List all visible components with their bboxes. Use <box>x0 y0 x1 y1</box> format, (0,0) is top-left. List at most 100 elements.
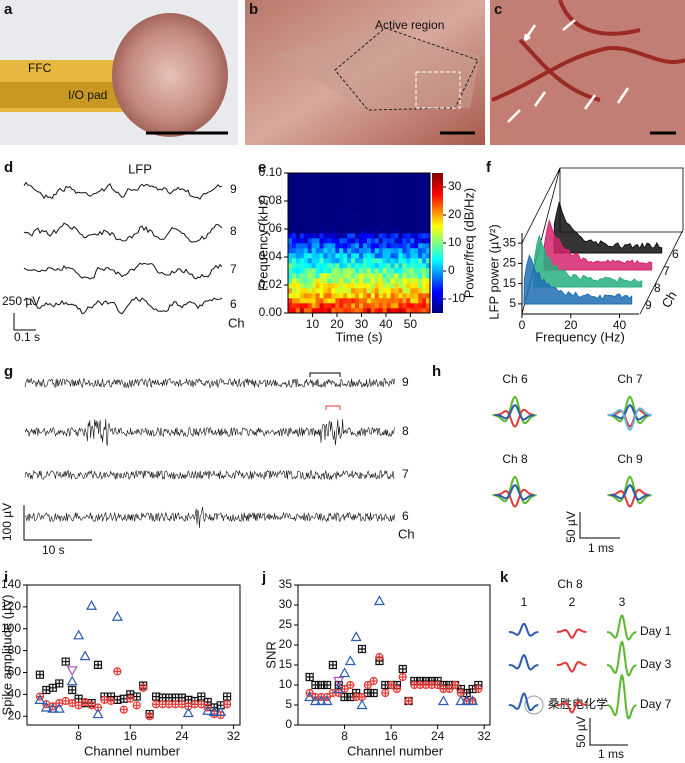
scale-label: 50 µV <box>564 511 578 543</box>
point <box>398 672 407 682</box>
spectrogram-cell <box>311 258 316 264</box>
y-tick-label: 0.02 <box>259 277 283 291</box>
spectrogram-cell <box>414 183 419 189</box>
channel-label: 8 <box>230 224 237 238</box>
spectrogram-cell <box>382 173 387 179</box>
spectrogram-cell <box>370 218 376 224</box>
spectrogram-cell <box>378 273 383 279</box>
spectrogram-cell <box>319 263 324 269</box>
spectrogram-cell <box>362 293 368 299</box>
spectrogram-cell <box>366 288 372 294</box>
spectrogram-cell <box>394 218 399 224</box>
spectrogram-cell <box>323 273 328 279</box>
spectrogram-cell <box>299 208 305 214</box>
spectrogram-cell <box>359 238 364 244</box>
spectrogram-cell <box>291 228 297 234</box>
spectrogram-cell <box>418 218 423 224</box>
point <box>333 676 345 687</box>
spectrogram-cell <box>394 243 399 249</box>
spectrogram-cell <box>386 273 391 279</box>
panel-title: Ch 6 <box>502 372 528 386</box>
spectrogram-cell <box>422 173 427 179</box>
spectrogram-cell <box>323 298 328 304</box>
spectrogram-cell <box>299 233 305 239</box>
spectrogram-cell <box>323 263 328 269</box>
point <box>48 683 57 692</box>
y-tick-label: 0.08 <box>259 193 283 207</box>
spectrogram-cell <box>315 208 320 214</box>
spectrogram-cell <box>410 298 415 304</box>
scale-bar <box>589 718 628 746</box>
spectrogram-cell <box>422 198 427 204</box>
spectrogram-cell <box>339 178 344 184</box>
label: I/O pad <box>68 88 107 102</box>
waveform <box>607 395 652 425</box>
spectrogram-cell <box>315 288 320 294</box>
spectrogram-cell <box>422 233 427 239</box>
spectrogram-cell <box>370 248 376 254</box>
point <box>197 700 206 709</box>
spectrogram-cell <box>339 283 344 289</box>
panel-label: e <box>258 159 266 176</box>
spectrogram-cell <box>311 238 316 244</box>
spectrogram-cell <box>319 243 324 249</box>
spectrogram-cell <box>410 288 415 294</box>
point <box>79 650 91 661</box>
spectrogram-cell <box>343 238 348 244</box>
spectrogram-cell <box>331 283 336 289</box>
point <box>222 700 232 709</box>
axis-label: Ch <box>228 315 245 330</box>
spectrogram-cell <box>295 188 301 194</box>
point <box>42 685 51 695</box>
spectrogram-cell <box>426 198 431 204</box>
spectrogram-cell <box>351 243 356 249</box>
spectrogram-cell <box>390 293 395 299</box>
spectrogram-cell <box>307 273 312 279</box>
x-tick-label: 16 <box>384 729 398 743</box>
spectrogram-cell <box>288 183 293 189</box>
point <box>309 695 321 706</box>
spectrogram-cell <box>303 268 309 274</box>
spectrogram-cell <box>303 258 309 264</box>
spectrogram-cell <box>331 308 336 314</box>
spectrogram-cell <box>410 198 415 204</box>
spectrogram-cell <box>359 303 364 309</box>
spectrogram-cell <box>307 283 312 289</box>
spectrogram-cell <box>370 273 376 279</box>
spectrogram-cell <box>335 193 340 199</box>
spectrogram-cell <box>299 183 305 189</box>
spectrogram-cell <box>291 223 297 229</box>
spectrogram-cell <box>339 198 344 204</box>
channel-label: 7 <box>663 264 670 278</box>
panel-label: a <box>4 1 13 18</box>
spectrogram-cell <box>414 188 419 194</box>
spectrogram-cell <box>366 258 372 264</box>
spectrogram-cell <box>386 228 391 234</box>
point <box>455 695 467 706</box>
spectrogram-cell <box>288 258 293 264</box>
spectrogram-cell <box>355 308 360 314</box>
spectrogram-cell <box>382 273 387 279</box>
axis-frame <box>26 584 241 726</box>
spectrogram-cell <box>339 203 344 209</box>
spectrogram-cell <box>295 298 301 304</box>
spectrogram-cell <box>426 263 431 269</box>
spectrogram-cell <box>288 248 293 254</box>
spectrogram-cell <box>303 198 309 204</box>
spectrogram-cell <box>374 188 380 194</box>
spectrogram-cell <box>323 283 328 289</box>
spectrogram-cell <box>311 213 316 219</box>
spectrogram-cell <box>394 273 399 279</box>
spectrogram-cell <box>406 258 411 264</box>
y-axis-label: Frequency (kHz) <box>255 195 270 291</box>
point <box>66 666 78 677</box>
spectrogram-cell <box>394 303 399 309</box>
y-tick-label: 0.00 <box>259 305 283 319</box>
spectrogram-cell <box>402 273 407 279</box>
spectrogram-cell <box>291 173 297 179</box>
spectrogram-cell <box>410 268 415 274</box>
spectrogram-cell <box>323 308 328 314</box>
spectrogram-cell <box>307 228 312 234</box>
spectrogram-cell <box>303 293 309 299</box>
spectrogram-cell <box>351 308 356 314</box>
